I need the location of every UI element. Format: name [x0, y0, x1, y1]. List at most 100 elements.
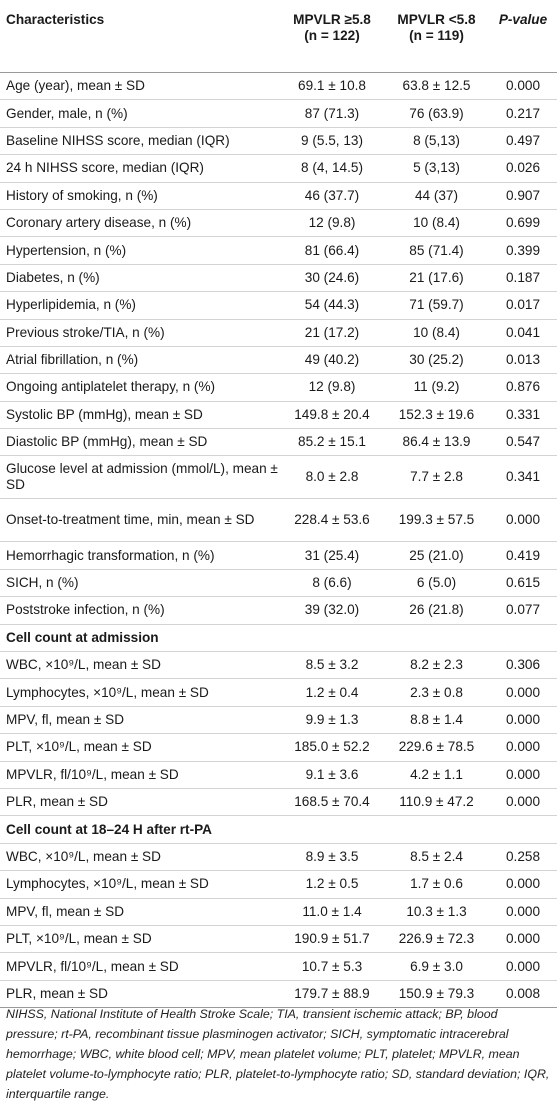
row-pvalue: 0.187 [505, 269, 541, 285]
table-row: Age (year), mean ± SD 69.1 ± 10.8 63.8 ± 1… [0, 73, 557, 100]
section-admission: Cell count at admission [0, 624, 557, 652]
section-heading: Cell count at admission [6, 629, 159, 645]
row-value-high: 69.1 ± 10.8 [298, 78, 366, 94]
table-row: Glucose level at admission (mmol/L), mea… [0, 456, 557, 499]
row-value-low: 4.2 ± 1.1 [410, 766, 463, 782]
row-pvalue: 0.000 [505, 712, 541, 727]
row-label: Diabetes, n (%) [6, 269, 100, 285]
row-value-low: 226.9 ± 72.3 [398, 931, 475, 947]
row-value-low: 85 (71.4) [409, 242, 464, 258]
row-pvalue: 0.017 [505, 297, 541, 313]
table-row: Poststroke infection, n (%) 39 (32.0) 26 (… [0, 597, 557, 625]
row-pvalue: 0.699 [505, 215, 541, 231]
row-label: Hyperlipidemia, n (%) [6, 297, 136, 313]
row-value-high: 8.0 ± 2.8 [305, 469, 359, 485]
row-pvalue: 0.000 [505, 766, 541, 782]
table-row: WBC, ×10⁹/L, mean ± SD 8.9 ± 3.5 8.5 ± 2.4… [0, 843, 557, 871]
row-pvalue: 0.026 [505, 160, 541, 176]
row-value-low: 110.9 ± 47.2 [399, 794, 474, 810]
row-pvalue: 0.077 [505, 602, 541, 618]
table-row: Systolic BP (mmHg), mean ± SD 149.8 ± 20.… [0, 401, 557, 429]
table-row: Diabetes, n (%) 30 (24.6) 21 (17.6) 0.187 [0, 264, 557, 292]
row-pvalue: 0.000 [505, 903, 541, 919]
row-value-high: 1.2 ± 0.5 [305, 876, 359, 892]
row-label: PLR, mean ± SD [6, 794, 108, 810]
row-value-low: 71 (59.7) [409, 297, 464, 313]
row-label: WBC, ×10⁹/L, mean ± SD [6, 657, 161, 673]
row-pvalue: 0.306 [505, 657, 541, 673]
row-value-low: 8 (5,13) [413, 132, 460, 148]
row-value-low: 8.5 ± 2.4 [410, 848, 463, 864]
row-value-low: 11 (9.2) [413, 379, 460, 395]
row-value-high: 8 (6.6) [312, 575, 352, 591]
row-value-high: 8.5 ± 3.2 [305, 657, 359, 673]
table-row: MPVLR, fl/10⁹/L, mean ± SD 10.7 ± 5.3 6.9 … [0, 953, 557, 981]
section-heading: Cell count at 18–24 H after rt-PA [6, 821, 212, 837]
row-value-low: 86.4 ± 13.9 [402, 434, 471, 450]
row-pvalue: 0.000 [505, 512, 541, 528]
row-value-low: 8.2 ± 2.3 [410, 657, 463, 673]
header-group-high-n: (n = 122) [304, 28, 360, 43]
row-label: Previous stroke/TIA, n (%) [6, 324, 165, 340]
row-label: Atrial fibrillation, n (%) [6, 352, 139, 368]
row-label: MPVLR, fl/10⁹/L, mean ± SD [6, 958, 179, 974]
row-value-high: 30 (24.6) [304, 269, 360, 285]
header-characteristics: Characteristics [6, 12, 105, 27]
row-pvalue: 0.000 [505, 931, 541, 947]
row-value-high: 39 (32.0) [304, 602, 360, 618]
row-label: Hypertension, n (%) [6, 242, 127, 258]
table-row: MPV, fl, mean ± SD 11.0 ± 1.4 10.3 ± 1.3 0.… [0, 898, 557, 926]
table-row: Diastolic BP (mmHg), mean ± SD 85.2 ± 15.… [0, 429, 557, 456]
row-label: Coronary artery disease, n (%) [6, 215, 192, 231]
row-pvalue: 0.907 [505, 187, 541, 203]
row-pvalue: 0.547 [505, 434, 541, 450]
row-value-high: 31 (25.4) [304, 547, 360, 563]
row-label: Systolic BP (mmHg), mean ± SD [6, 406, 203, 422]
table-row: SICH, n (%) 8 (6.6) 6 (5.0) 0.615 [0, 569, 557, 597]
row-value-low: 229.6 ± 78.5 [398, 739, 475, 755]
row-label: Ongoing antiplatelet therapy, n (%) [6, 379, 216, 395]
row-value-low: 152.3 ± 19.6 [398, 406, 475, 422]
table-row: 24 h NIHSS score, median (IQR) 8 (4, 14.5… [0, 155, 557, 183]
row-label: Lymphocytes, ×10⁹/L, mean ± SD [6, 876, 209, 892]
row-pvalue: 0.000 [505, 794, 541, 810]
row-value-high: 12 (9.8) [308, 215, 356, 231]
row-value-high: 54 (44.3) [304, 297, 360, 313]
row-label: Lymphocytes, ×10⁹/L, mean ± SD [6, 684, 209, 700]
row-value-low: 6.9 ± 3.0 [410, 958, 463, 974]
row-value-high: 8 (4, 14.5) [301, 160, 363, 176]
row-label: Gender, male, n (%) [6, 105, 128, 121]
row-value-high: 12 (9.8) [308, 379, 356, 395]
row-label: MPV, fl, mean ± SD [6, 712, 125, 727]
row-value-low: 25 (21.0) [409, 547, 464, 563]
row-pvalue: 0.000 [505, 876, 541, 892]
header-group-low-title: MPVLR <5.8 [397, 12, 476, 27]
table-row: Hemorrhagic transformation, n (%) 31 (25.… [0, 542, 557, 570]
row-value-high: 9.9 ± 1.3 [305, 712, 359, 727]
row-label: Diastolic BP (mmHg), mean ± SD [6, 434, 208, 450]
row-value-high: 1.2 ± 0.4 [305, 684, 359, 700]
row-value-low: 8.8 ± 1.4 [410, 712, 463, 727]
table-row: Lymphocytes, ×10⁹/L, mean ± SD 1.2 ± 0.5 1… [0, 871, 557, 899]
row-label: History of smoking, n (%) [6, 187, 158, 203]
table-footnote: NIHSS, National Institute of Health Stro… [6, 1007, 550, 1101]
table-row: Previous stroke/TIA, n (%) 21 (17.2) 10 (8… [0, 319, 557, 347]
row-pvalue: 0.008 [505, 985, 541, 1001]
table-row: MPVLR, fl/10⁹/L, mean ± SD 9.1 ± 3.6 4.2 ±… [0, 761, 557, 789]
row-label: MPV, fl, mean ± SD [6, 903, 125, 919]
table-row: History of smoking, n (%) 46 (37.7) 44 (37… [0, 182, 557, 210]
row-label: Baseline NIHSS score, median (IQR) [6, 132, 230, 148]
table-body: Age (year), mean ± SD 69.1 ± 10.8 63.8 ± 1… [0, 73, 557, 1008]
row-label: MPVLR, fl/10⁹/L, mean ± SD [6, 766, 179, 782]
table-row: Gender, male, n (%) 87 (71.3) 76 (63.9) 0.2… [0, 100, 557, 128]
row-value-high: 87 (71.3) [304, 105, 360, 121]
row-label: Glucose level at admission (mmol/L), mea… [6, 461, 278, 493]
row-label: SICH, n (%) [6, 575, 79, 591]
characteristics-table: Characteristics MPVLR ≥5.8 (n = 122) MPV… [0, 12, 557, 1008]
row-value-high: 8.9 ± 3.5 [305, 848, 359, 864]
table-row: Hyperlipidemia, n (%) 54 (44.3) 71 (59.7) 0… [0, 292, 557, 320]
row-value-low: 2.3 ± 0.8 [410, 684, 463, 700]
row-value-high: 190.9 ± 51.7 [294, 931, 370, 947]
row-pvalue: 0.000 [505, 78, 541, 94]
